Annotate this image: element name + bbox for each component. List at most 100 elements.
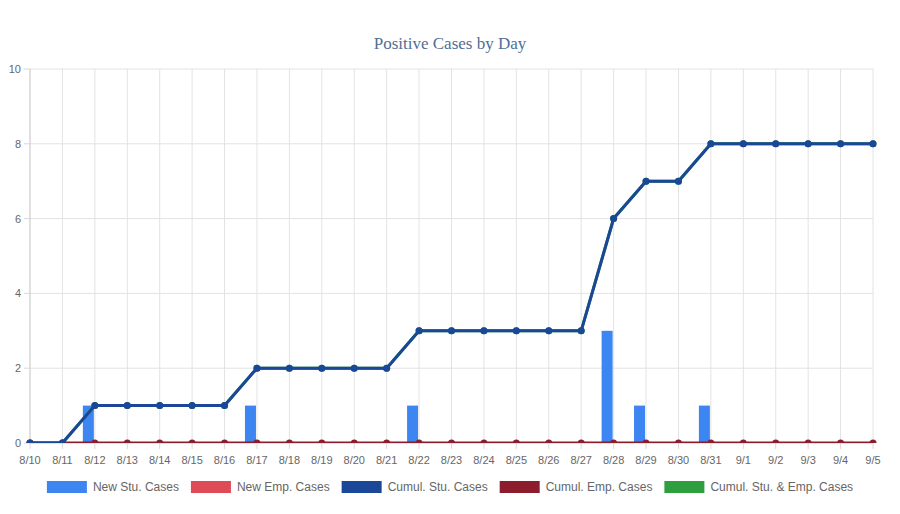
- x-tick: [646, 443, 647, 449]
- x-tick: [289, 443, 290, 449]
- x-tick-label: 9/4: [833, 454, 848, 466]
- y-tick-label: 4: [15, 287, 21, 299]
- point: [643, 178, 650, 185]
- point: [643, 178, 650, 185]
- point: [545, 440, 552, 444]
- x-tick-label: 9/3: [801, 454, 816, 466]
- point: [870, 440, 877, 444]
- point: [805, 440, 812, 444]
- x-grid-line: [743, 69, 744, 443]
- line-series: [27, 140, 877, 443]
- x-tick: [192, 443, 193, 449]
- bar: [407, 406, 418, 443]
- legend-item[interactable]: New Emp. Cases: [191, 480, 330, 494]
- x-grid-line: [451, 69, 452, 443]
- x-grid-line: [192, 69, 193, 443]
- point: [286, 365, 293, 372]
- x-tick-label: 8/23: [441, 454, 462, 466]
- legend-item[interactable]: Cumul. Emp. Cases: [500, 480, 653, 494]
- point: [221, 402, 228, 409]
- legend-item[interactable]: Cumul. Stu. & Emp. Cases: [664, 480, 853, 494]
- line-series: [27, 140, 877, 443]
- x-tick: [873, 443, 874, 449]
- point: [91, 440, 98, 444]
- x-tick-label: 9/2: [768, 454, 783, 466]
- point: [351, 365, 358, 372]
- x-tick-label: 8/22: [408, 454, 429, 466]
- point: [383, 365, 390, 372]
- point: [124, 440, 131, 444]
- point: [124, 402, 131, 409]
- bar: [699, 406, 710, 443]
- x-grid-line: [354, 69, 355, 443]
- x-tick-label: 8/14: [149, 454, 170, 466]
- point: [740, 140, 747, 147]
- point: [837, 140, 844, 147]
- point: [59, 440, 66, 444]
- point: [707, 440, 714, 444]
- point: [27, 440, 34, 444]
- y-tick-label: 8: [15, 138, 21, 150]
- x-tick: [256, 443, 257, 449]
- point: [156, 402, 163, 409]
- point: [253, 365, 260, 372]
- point: [675, 440, 682, 444]
- x-tick: [94, 443, 95, 449]
- legend-item[interactable]: Cumul. Stu. Cases: [342, 480, 488, 494]
- legend-swatch: [191, 481, 231, 493]
- point: [643, 440, 650, 444]
- y-axis: [30, 69, 31, 443]
- point: [610, 215, 617, 222]
- x-grid-line: [808, 69, 809, 443]
- x-tick: [678, 443, 679, 449]
- point: [156, 402, 163, 409]
- x-tick: [808, 443, 809, 449]
- x-tick-label: 8/25: [506, 454, 527, 466]
- point: [772, 140, 779, 147]
- point: [416, 327, 423, 334]
- x-tick-label: 8/15: [181, 454, 202, 466]
- bar: [602, 331, 613, 443]
- x-grid-line: [30, 69, 31, 443]
- x-grid-line: [127, 69, 128, 443]
- point: [221, 402, 228, 409]
- y-tick: [24, 69, 30, 70]
- point: [27, 440, 34, 444]
- point: [545, 327, 552, 334]
- x-tick: [710, 443, 711, 449]
- point: [253, 365, 260, 372]
- legend-label: Cumul. Stu. & Emp. Cases: [710, 480, 853, 494]
- x-grid-line: [840, 69, 841, 443]
- point: [416, 327, 423, 334]
- point: [416, 440, 423, 444]
- legend-item[interactable]: New Stu. Cases: [47, 480, 179, 494]
- x-tick-label: 8/26: [538, 454, 559, 466]
- bar: [634, 406, 645, 443]
- x-tick-label: 8/11: [52, 454, 73, 466]
- x-tick: [613, 443, 614, 449]
- x-grid-line: [873, 69, 874, 443]
- x-tick: [62, 443, 63, 449]
- line: [30, 144, 873, 443]
- bar-series: [83, 331, 710, 443]
- point: [772, 140, 779, 147]
- line-series: [27, 440, 877, 444]
- x-tick-label: 8/30: [668, 454, 689, 466]
- y-tick-label: 6: [15, 213, 21, 225]
- x-tick: [321, 443, 322, 449]
- x-tick-label: 8/27: [570, 454, 591, 466]
- point: [480, 327, 487, 334]
- point: [675, 178, 682, 185]
- point: [610, 215, 617, 222]
- point: [91, 402, 98, 409]
- x-tick: [354, 443, 355, 449]
- point: [318, 365, 325, 372]
- point: [448, 327, 455, 334]
- bar: [245, 406, 256, 443]
- x-tick-label: 8/18: [279, 454, 300, 466]
- x-tick: [386, 443, 387, 449]
- y-tick-label: 2: [15, 362, 21, 374]
- point: [513, 327, 520, 334]
- y-tick-label: 10: [9, 63, 21, 75]
- point: [805, 140, 812, 147]
